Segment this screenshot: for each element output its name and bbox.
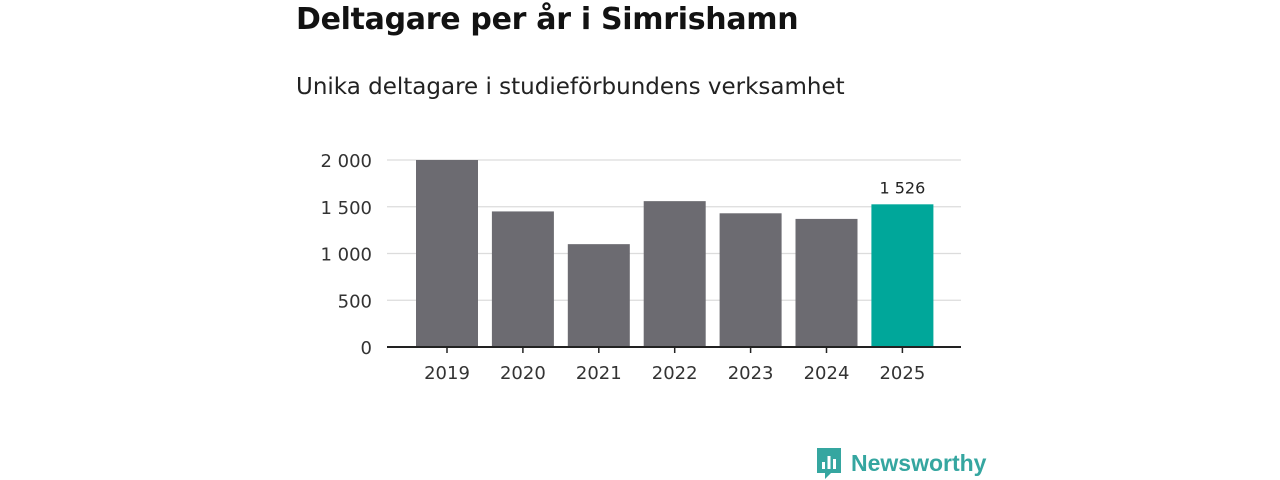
bars: [416, 160, 934, 347]
bar-2019: [416, 160, 478, 347]
x-tick-label: 2019: [424, 363, 470, 384]
x-tick-labels: 2019 2020 2021 2022 2023 2024 2025: [424, 363, 925, 384]
bar-2020: [491, 211, 554, 347]
bar-2025: [871, 204, 934, 347]
data-label: 1 526: [879, 178, 925, 197]
x-tick-label: 2022: [652, 363, 698, 384]
x-tick-label: 2021: [576, 363, 622, 384]
y-tick-label: 2 000: [320, 151, 372, 172]
x-axis: [387, 346, 961, 353]
y-tick-label: 0: [361, 338, 372, 359]
y-tick-label: 500: [338, 291, 372, 312]
bar-2021: [567, 244, 630, 347]
bar-chart: 0 500 1 000 1 500 2 000 2019 2020 2021 2022 2023…: [320, 151, 961, 384]
chart-subtitle: Unika deltagare i studieförbundens verks…: [296, 74, 845, 100]
brand-name: Newsworthy: [851, 449, 987, 476]
bar-2024: [795, 218, 858, 347]
y-tick-labels: 0 500 1 000 1 500 2 000: [320, 151, 372, 359]
x-tick-label: 2025: [879, 363, 925, 384]
chart-title: Deltagare per år i Simrishamn: [296, 2, 799, 37]
newsworthy-logo-icon: [817, 448, 841, 479]
y-tick-label: 1 500: [320, 198, 372, 219]
data-labels: 1 526: [879, 178, 925, 197]
x-tick-label: 2020: [500, 363, 546, 384]
bar-2022: [643, 201, 706, 347]
bar-2023: [719, 213, 782, 347]
y-tick-label: 1 000: [320, 245, 372, 266]
x-tick-label: 2023: [728, 363, 774, 384]
x-tick-label: 2024: [804, 363, 850, 384]
newsworthy-logo: Newsworthy: [815, 446, 986, 480]
